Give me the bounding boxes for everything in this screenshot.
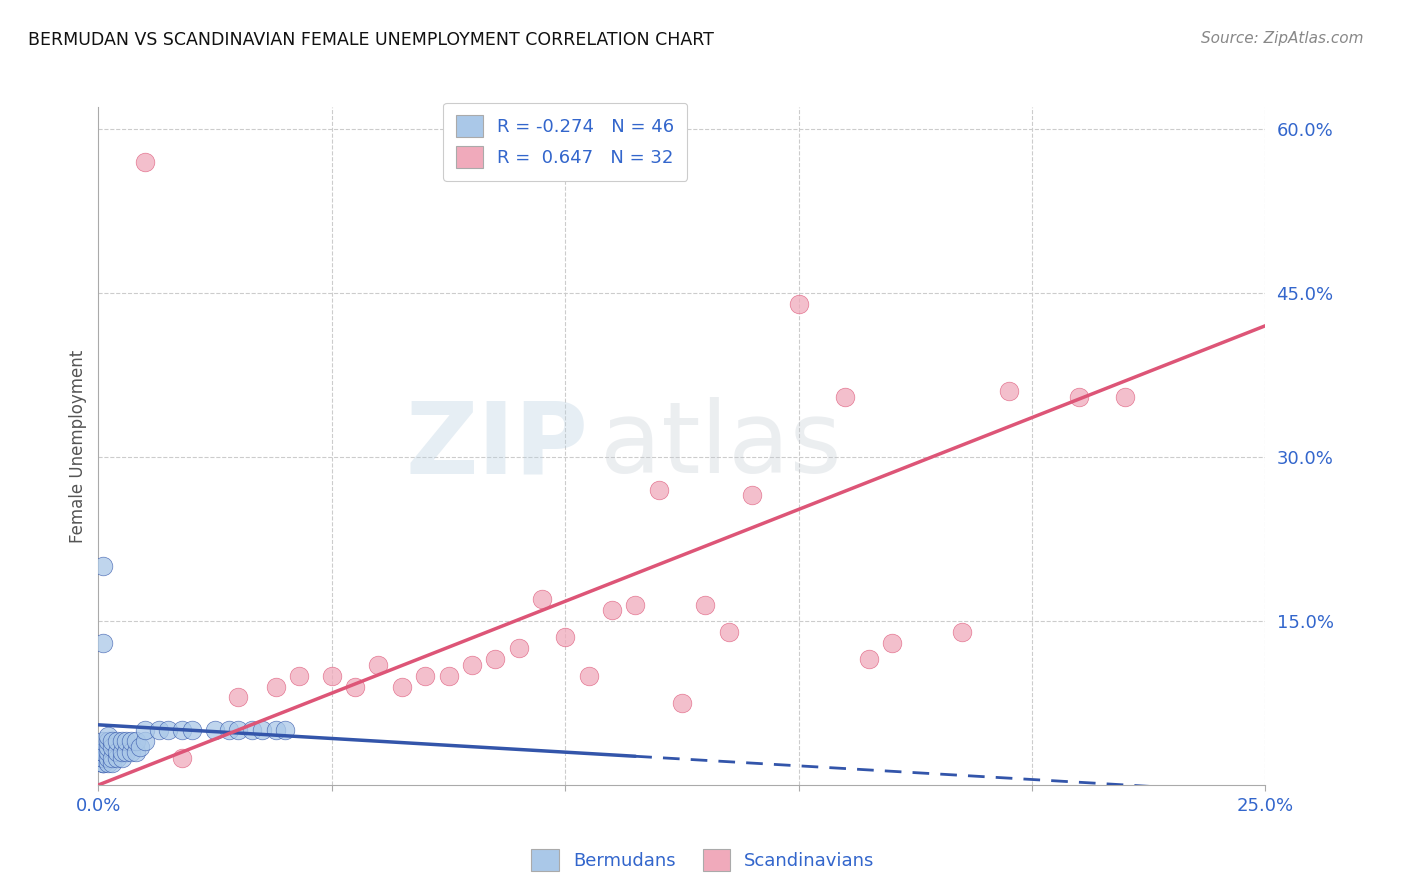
Point xyxy=(950,624,973,639)
Point xyxy=(91,756,114,770)
Point xyxy=(91,756,114,770)
Text: ZIP: ZIP xyxy=(406,398,589,494)
Point xyxy=(91,636,114,650)
Point xyxy=(554,631,576,645)
Point xyxy=(880,636,903,650)
Point xyxy=(461,657,484,672)
Point xyxy=(97,750,120,764)
Point xyxy=(129,739,152,754)
Point xyxy=(134,723,156,738)
Point xyxy=(624,598,647,612)
Point xyxy=(180,723,202,738)
Point xyxy=(321,668,343,682)
Point xyxy=(101,750,124,764)
Point xyxy=(120,734,142,748)
Point xyxy=(1114,390,1136,404)
Point xyxy=(134,734,156,748)
Point xyxy=(172,750,194,764)
Point xyxy=(97,745,120,759)
Point xyxy=(695,598,717,612)
Point xyxy=(242,723,264,738)
Point xyxy=(741,488,763,502)
Point xyxy=(97,756,120,770)
Point xyxy=(264,680,287,694)
Point xyxy=(91,756,114,770)
Point xyxy=(125,734,148,748)
Point xyxy=(115,745,138,759)
Point xyxy=(600,603,623,617)
Point xyxy=(101,756,124,770)
Point xyxy=(91,559,114,574)
Point xyxy=(997,384,1019,399)
Point xyxy=(671,696,693,710)
Point xyxy=(125,745,148,759)
Y-axis label: Female Unemployment: Female Unemployment xyxy=(69,350,87,542)
Point xyxy=(120,745,142,759)
Point xyxy=(274,723,297,738)
Point xyxy=(288,668,311,682)
Point xyxy=(647,483,669,497)
Point xyxy=(717,624,740,639)
Point xyxy=(157,723,180,738)
Point xyxy=(115,734,138,748)
Point xyxy=(111,734,134,748)
Point xyxy=(148,723,170,738)
Point xyxy=(787,297,810,311)
Point xyxy=(101,739,124,754)
Point xyxy=(105,745,128,759)
Point xyxy=(97,734,120,748)
Point xyxy=(111,745,134,759)
Point xyxy=(530,592,553,607)
Point xyxy=(484,652,506,666)
Point xyxy=(228,723,250,738)
Point xyxy=(834,390,856,404)
Point xyxy=(91,734,114,748)
Point xyxy=(250,723,273,738)
Legend: Bermudans, Scandinavians: Bermudans, Scandinavians xyxy=(524,842,882,879)
Point xyxy=(578,668,600,682)
Point xyxy=(228,690,250,705)
Point xyxy=(172,723,194,738)
Point xyxy=(105,734,128,748)
Point xyxy=(413,668,436,682)
Point xyxy=(111,750,134,764)
Point xyxy=(91,745,114,759)
Text: BERMUDAN VS SCANDINAVIAN FEMALE UNEMPLOYMENT CORRELATION CHART: BERMUDAN VS SCANDINAVIAN FEMALE UNEMPLOY… xyxy=(28,31,714,49)
Point xyxy=(264,723,287,738)
Text: Source: ZipAtlas.com: Source: ZipAtlas.com xyxy=(1201,31,1364,46)
Point xyxy=(344,680,367,694)
Point xyxy=(437,668,460,682)
Point xyxy=(101,734,124,748)
Point xyxy=(97,739,120,754)
Point xyxy=(508,641,530,656)
Point xyxy=(91,745,114,759)
Point xyxy=(105,750,128,764)
Point xyxy=(91,750,114,764)
Point xyxy=(97,729,120,743)
Text: atlas: atlas xyxy=(600,398,842,494)
Legend: R = -0.274   N = 46, R =  0.647   N = 32: R = -0.274 N = 46, R = 0.647 N = 32 xyxy=(443,103,688,181)
Point xyxy=(391,680,413,694)
Point xyxy=(218,723,240,738)
Point xyxy=(858,652,880,666)
Point xyxy=(134,154,156,169)
Point xyxy=(204,723,226,738)
Point xyxy=(367,657,389,672)
Point xyxy=(91,750,114,764)
Point xyxy=(1067,390,1090,404)
